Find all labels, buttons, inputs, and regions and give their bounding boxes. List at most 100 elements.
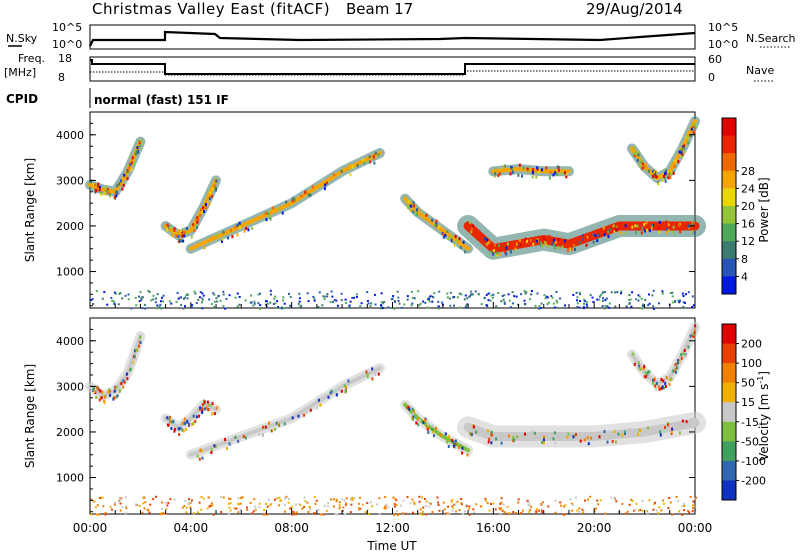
ground-pixel — [553, 306, 556, 309]
scatter-pixel — [134, 152, 137, 156]
ground-pixel — [472, 508, 475, 511]
scatter-pixel — [679, 230, 682, 234]
scatter-pixel — [496, 251, 499, 255]
nsky-line — [89, 30, 696, 47]
scatter-pixel — [439, 433, 442, 437]
scatter-pixel — [518, 238, 521, 242]
ground-pixel — [278, 504, 280, 507]
ground-pixel — [222, 305, 225, 308]
ground-pixel — [520, 512, 523, 515]
scatter-pixel — [135, 150, 138, 154]
ground-pixel — [628, 503, 631, 506]
scatter-pixel — [114, 387, 117, 391]
scatter-pixel — [407, 200, 410, 204]
scatter-pixel — [108, 388, 110, 392]
colorbar-tick-label: 28 — [741, 165, 755, 178]
ground-pixel — [551, 296, 554, 299]
ground-pixel — [236, 305, 239, 308]
scatter-pixel — [687, 224, 690, 228]
scatter-pixel — [138, 344, 140, 348]
scatter-pixel — [675, 366, 678, 370]
scatter-pixel — [92, 389, 95, 392]
ground-pixel — [356, 295, 358, 298]
scatter-pixel — [653, 376, 656, 380]
ground-pixel — [634, 509, 637, 512]
ground-pixel — [127, 293, 130, 296]
scatter-pixel — [199, 406, 202, 410]
ground-pixel — [104, 513, 107, 516]
ground-pixel — [331, 295, 334, 298]
scatter-pixel — [543, 236, 546, 240]
ground-pixel — [614, 497, 616, 500]
scatter-pixel — [670, 430, 673, 434]
scatter-pixel — [526, 239, 528, 243]
scatter-pixel — [512, 436, 515, 440]
ground-pixel — [184, 500, 187, 502]
scatter-pixel — [693, 127, 696, 131]
scatter-pixel — [181, 428, 184, 432]
scatter-pixel — [366, 375, 369, 379]
ground-pixel — [160, 512, 163, 515]
scatter-pixel — [135, 348, 138, 352]
scatter-pixel — [664, 385, 667, 388]
scatter-pixel — [300, 194, 303, 198]
ground-pixel — [139, 291, 142, 294]
ground-pixel — [152, 498, 155, 501]
ground-pixel — [490, 294, 493, 297]
ground-pixel — [138, 505, 141, 507]
scatter-pixel — [554, 171, 557, 175]
ground-pixel — [395, 499, 398, 502]
scatter-pixel — [96, 386, 99, 390]
scatter-pixel — [676, 361, 679, 365]
scatter-pixel — [514, 247, 517, 251]
scatter-pixel — [182, 429, 185, 433]
scatter-pixel — [251, 227, 254, 230]
scatter-pixel — [363, 161, 366, 165]
scatter-pixel — [105, 189, 108, 192]
ground-pixel — [638, 295, 641, 298]
scatter-pixel — [515, 242, 518, 246]
scatter-pixel — [517, 173, 520, 177]
scatter-pixel — [103, 192, 106, 196]
scatter-pixel — [471, 227, 473, 231]
ground-pixel — [651, 294, 654, 297]
scatter-pixel — [675, 370, 677, 374]
ground-pixel — [678, 301, 681, 304]
ground-pixel — [540, 302, 543, 305]
scatter-pixel — [418, 419, 421, 423]
scatter-pixel — [552, 173, 555, 177]
scatter-pixel — [680, 356, 683, 360]
ground-pixel — [682, 301, 685, 304]
scatter-pixel — [214, 445, 217, 449]
scatter-pixel — [231, 235, 234, 239]
scatter-pixel — [186, 231, 189, 235]
ground-pixel — [498, 507, 501, 510]
ground-pixel — [460, 503, 463, 506]
ground-pixel — [429, 502, 432, 505]
ground-pixel — [625, 305, 628, 308]
ground-pixel — [641, 500, 644, 502]
scatter-pixel — [406, 203, 409, 207]
scatter-pixel — [92, 387, 95, 390]
scatter-pixel — [494, 167, 497, 171]
ground-pixel — [417, 290, 420, 293]
scatter-pixel — [665, 231, 668, 235]
scatter-pixel — [208, 197, 211, 201]
ground-pixel — [344, 298, 347, 301]
scatter-pixel — [415, 212, 418, 216]
scatter-pixel — [646, 376, 649, 380]
y-tick-label: 3000 — [56, 380, 84, 393]
scatter-pixel — [192, 414, 195, 418]
ground-pixel — [448, 297, 451, 300]
ground-pixel — [189, 501, 192, 504]
ground-pixel — [228, 294, 231, 297]
scatter-pixel — [406, 202, 409, 206]
scatter-pixel — [598, 435, 601, 439]
ground-pixel — [422, 300, 425, 303]
ground-pixel — [677, 299, 680, 302]
ground-pixel — [295, 511, 298, 514]
ground-pixel — [259, 292, 261, 295]
ground-pixel — [656, 509, 659, 512]
